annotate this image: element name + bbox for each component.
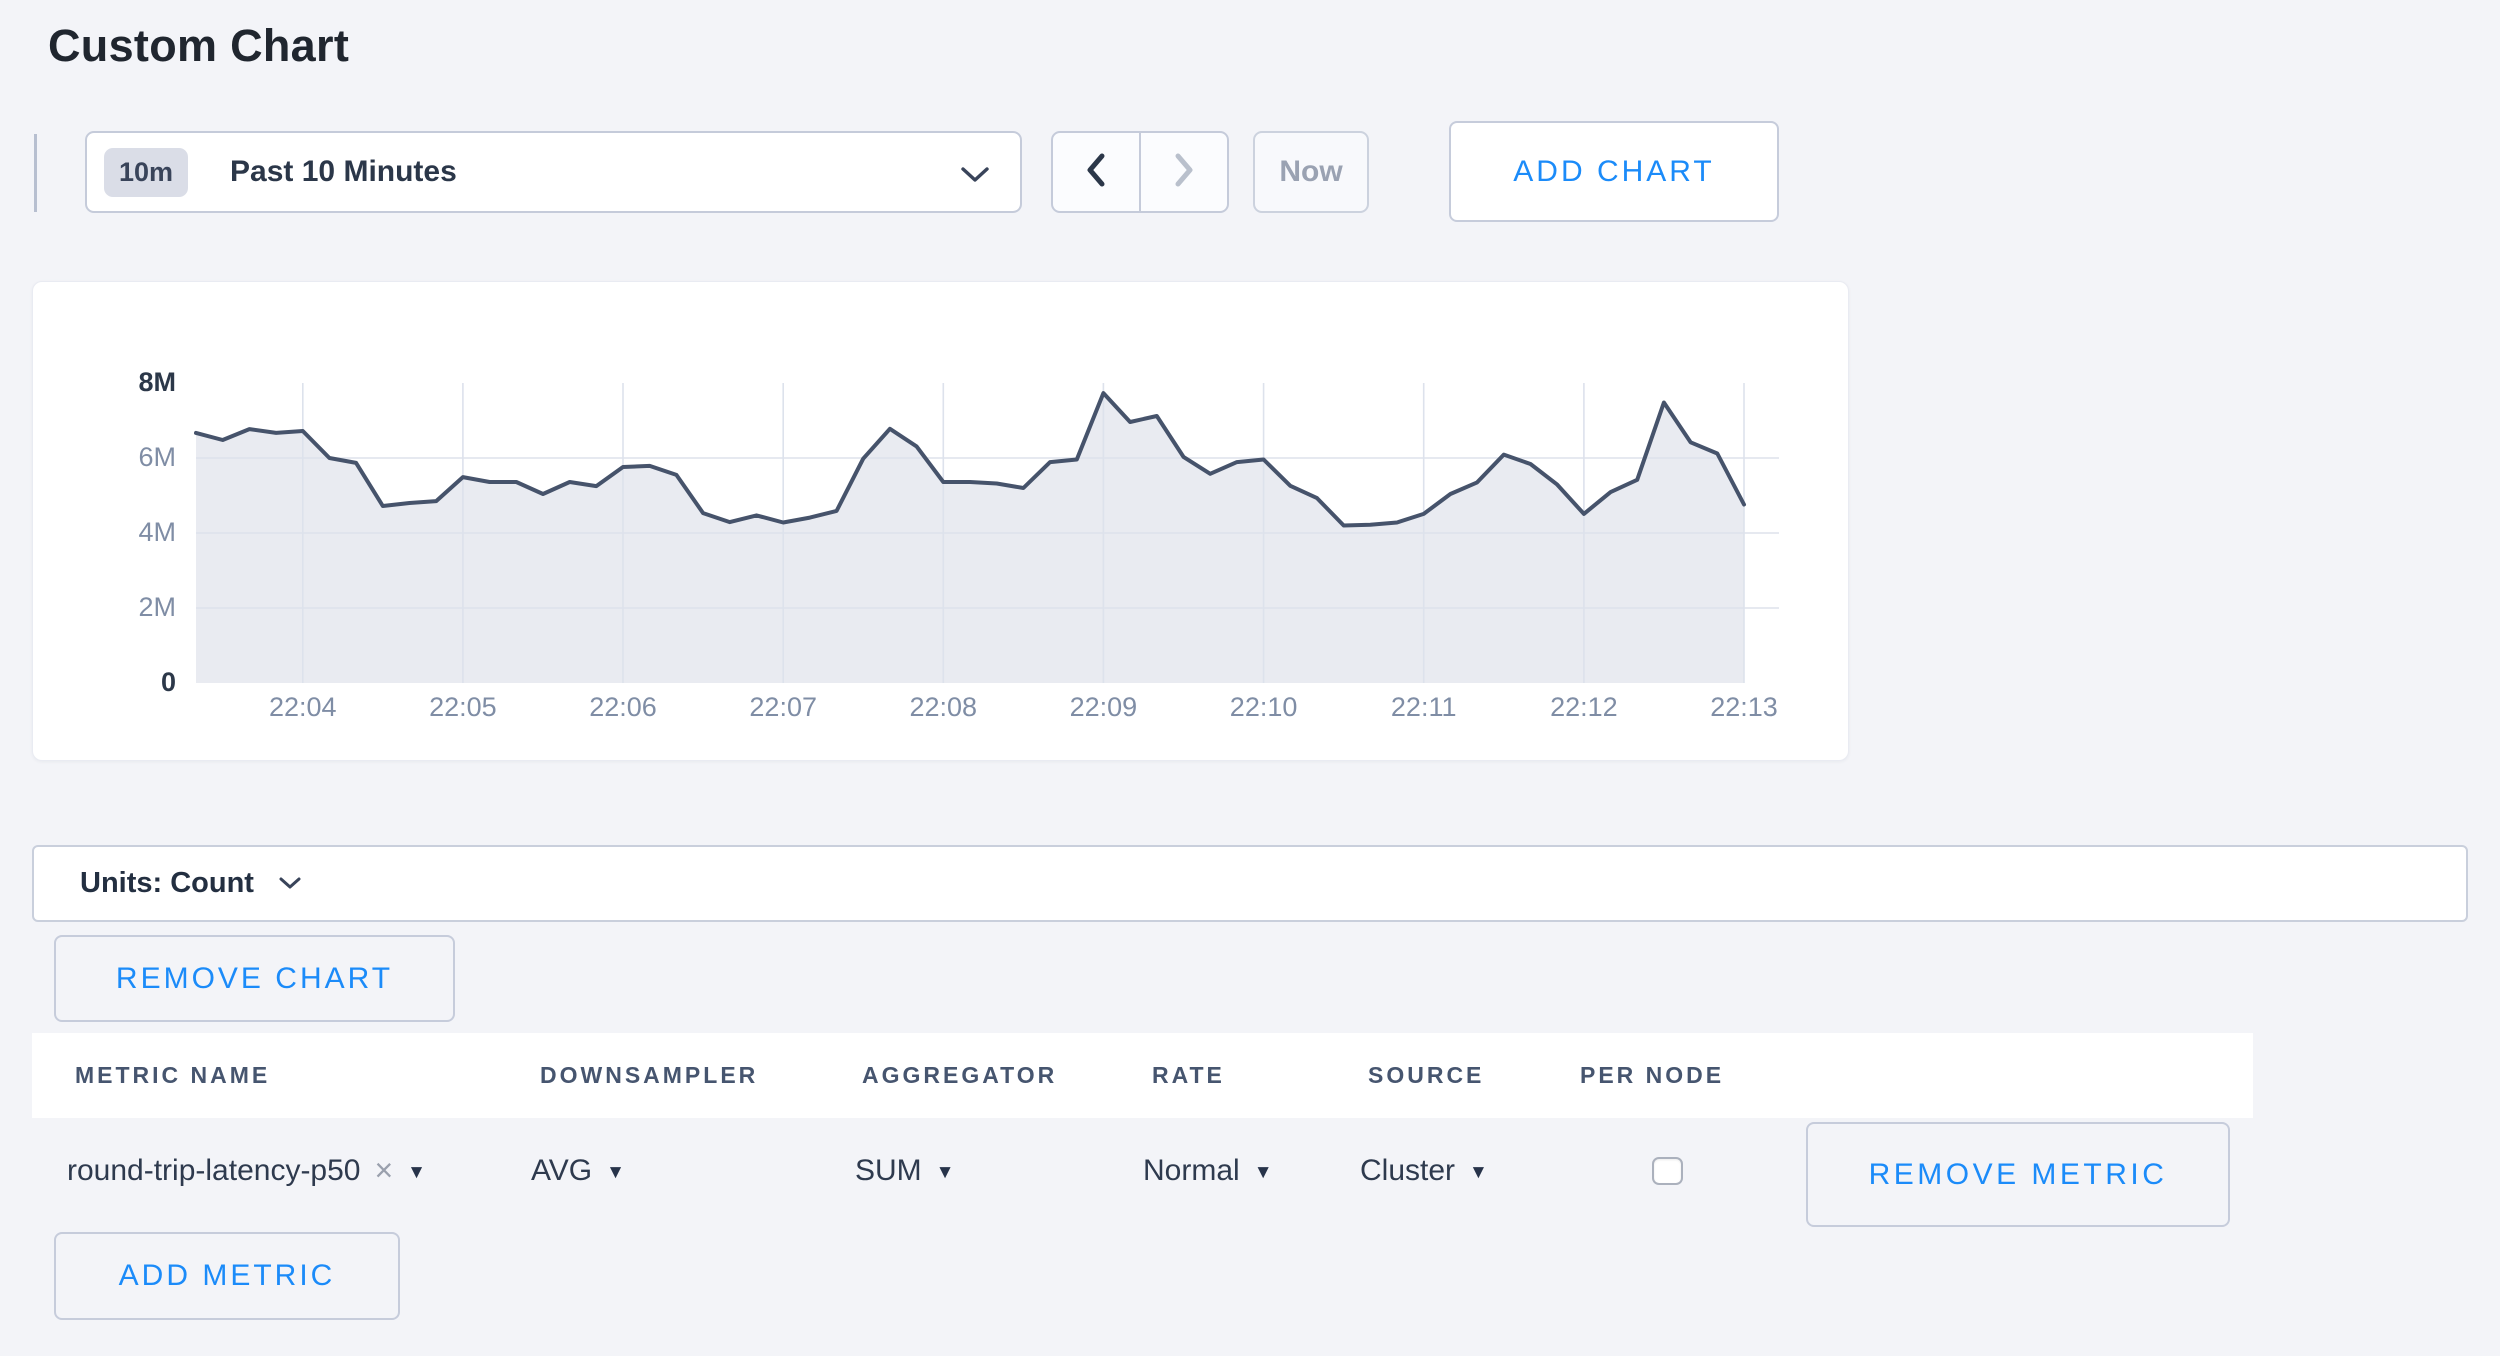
svg-text:2M: 2M (138, 592, 176, 622)
dropdown-arrow-icon: ▼ (1253, 1162, 1273, 1183)
time-range-select[interactable]: 10m Past 10 Minutes (85, 131, 1022, 213)
remove-chart-button[interactable]: REMOVE CHART (54, 935, 455, 1022)
svg-text:22:10: 22:10 (1230, 692, 1298, 722)
svg-text:22:13: 22:13 (1710, 692, 1778, 722)
svg-text:22:04: 22:04 (269, 692, 337, 722)
dropdown-arrow-icon: ▼ (935, 1162, 955, 1183)
time-nav-group (1051, 131, 1229, 213)
chevron-down-icon (278, 876, 302, 896)
header-metric-name: METRIC NAME (75, 1062, 271, 1088)
metric-row: round-trip-latency-p50 × ▼ AVG ▼ SUM ▼ N… (32, 1118, 2253, 1223)
add-metric-button[interactable]: ADD METRIC (54, 1232, 400, 1320)
source-value: Cluster (1360, 1153, 1456, 1187)
svg-text:0: 0 (161, 667, 176, 697)
downsampler-value: AVG (531, 1153, 593, 1187)
per-node-checkbox[interactable] (1652, 1156, 1683, 1185)
svg-text:4M: 4M (138, 517, 176, 547)
metric-name-label: round-trip-latency-p50 (67, 1153, 361, 1187)
now-button-label: Now (1279, 155, 1343, 188)
rate-value: Normal (1143, 1153, 1240, 1187)
time-forward-button[interactable] (1141, 133, 1227, 211)
source-dropdown[interactable]: Cluster ▼ (1360, 1118, 1488, 1223)
svg-text:22:06: 22:06 (589, 692, 657, 722)
page-title: Custom Chart (48, 20, 350, 71)
remove-tag-icon[interactable]: × (374, 1152, 394, 1188)
add-metric-label: ADD METRIC (118, 1259, 336, 1292)
units-select[interactable]: Units: Count (32, 845, 2468, 922)
remove-metric-label: REMOVE METRIC (1868, 1157, 2168, 1191)
svg-text:22:07: 22:07 (749, 692, 817, 722)
time-range-badge: 10m (104, 147, 189, 197)
remove-metric-button[interactable]: REMOVE METRIC (1806, 1122, 2230, 1227)
units-label: Units: Count (80, 867, 254, 899)
chart-card: 8M 6M 4M 2M 0 22:04 22:05 22:06 22:07 22:08 22:09 2… (32, 281, 1849, 761)
dropdown-arrow-icon: ▼ (1469, 1162, 1488, 1183)
dropdown-arrow-icon: ▼ (606, 1162, 625, 1183)
svg-text:22:08: 22:08 (910, 692, 978, 722)
aggregator-value: SUM (855, 1153, 922, 1187)
rate-dropdown[interactable]: Normal ▼ (1143, 1118, 1273, 1223)
header-rate: RATE (1152, 1062, 1225, 1088)
add-chart-label: ADD CHART (1513, 154, 1715, 188)
header-source: SOURCE (1368, 1062, 1485, 1088)
timeseries-chart[interactable]: 8M 6M 4M 2M 0 22:04 22:05 22:06 22:07 22:08 22:09 2… (33, 282, 1848, 760)
header-aggregator: AGGREGATOR (862, 1062, 1058, 1088)
time-range-label: Past 10 Minutes (230, 155, 457, 188)
svg-text:22:05: 22:05 (429, 692, 497, 722)
downsampler-dropdown[interactable]: AVG ▼ (531, 1118, 625, 1223)
header-downsampler: DOWNSAMPLER (540, 1062, 759, 1088)
drag-handle-bar (34, 134, 37, 212)
dropdown-arrow-icon: ▼ (407, 1162, 426, 1183)
svg-text:22:11: 22:11 (1391, 692, 1457, 722)
chevron-down-icon (960, 166, 990, 189)
svg-text:22:09: 22:09 (1070, 692, 1138, 722)
add-chart-button[interactable]: ADD CHART (1449, 121, 1779, 222)
now-button[interactable]: Now (1253, 131, 1369, 213)
time-back-button[interactable] (1053, 133, 1141, 211)
metrics-table-header: METRIC NAME DOWNSAMPLER AGGREGATOR RATE … (32, 1033, 2253, 1118)
aggregator-dropdown[interactable]: SUM ▼ (855, 1118, 954, 1223)
svg-text:22:12: 22:12 (1550, 692, 1618, 722)
chevron-left-icon (1083, 151, 1109, 194)
remove-chart-label: REMOVE CHART (115, 961, 394, 995)
metric-name-dropdown[interactable]: round-trip-latency-p50 × ▼ (67, 1118, 426, 1223)
svg-text:8M: 8M (138, 367, 176, 397)
header-per-node: PER NODE (1580, 1062, 1725, 1088)
svg-text:6M: 6M (138, 442, 176, 472)
per-node-cell (1652, 1118, 1683, 1223)
chevron-right-icon (1171, 151, 1197, 194)
